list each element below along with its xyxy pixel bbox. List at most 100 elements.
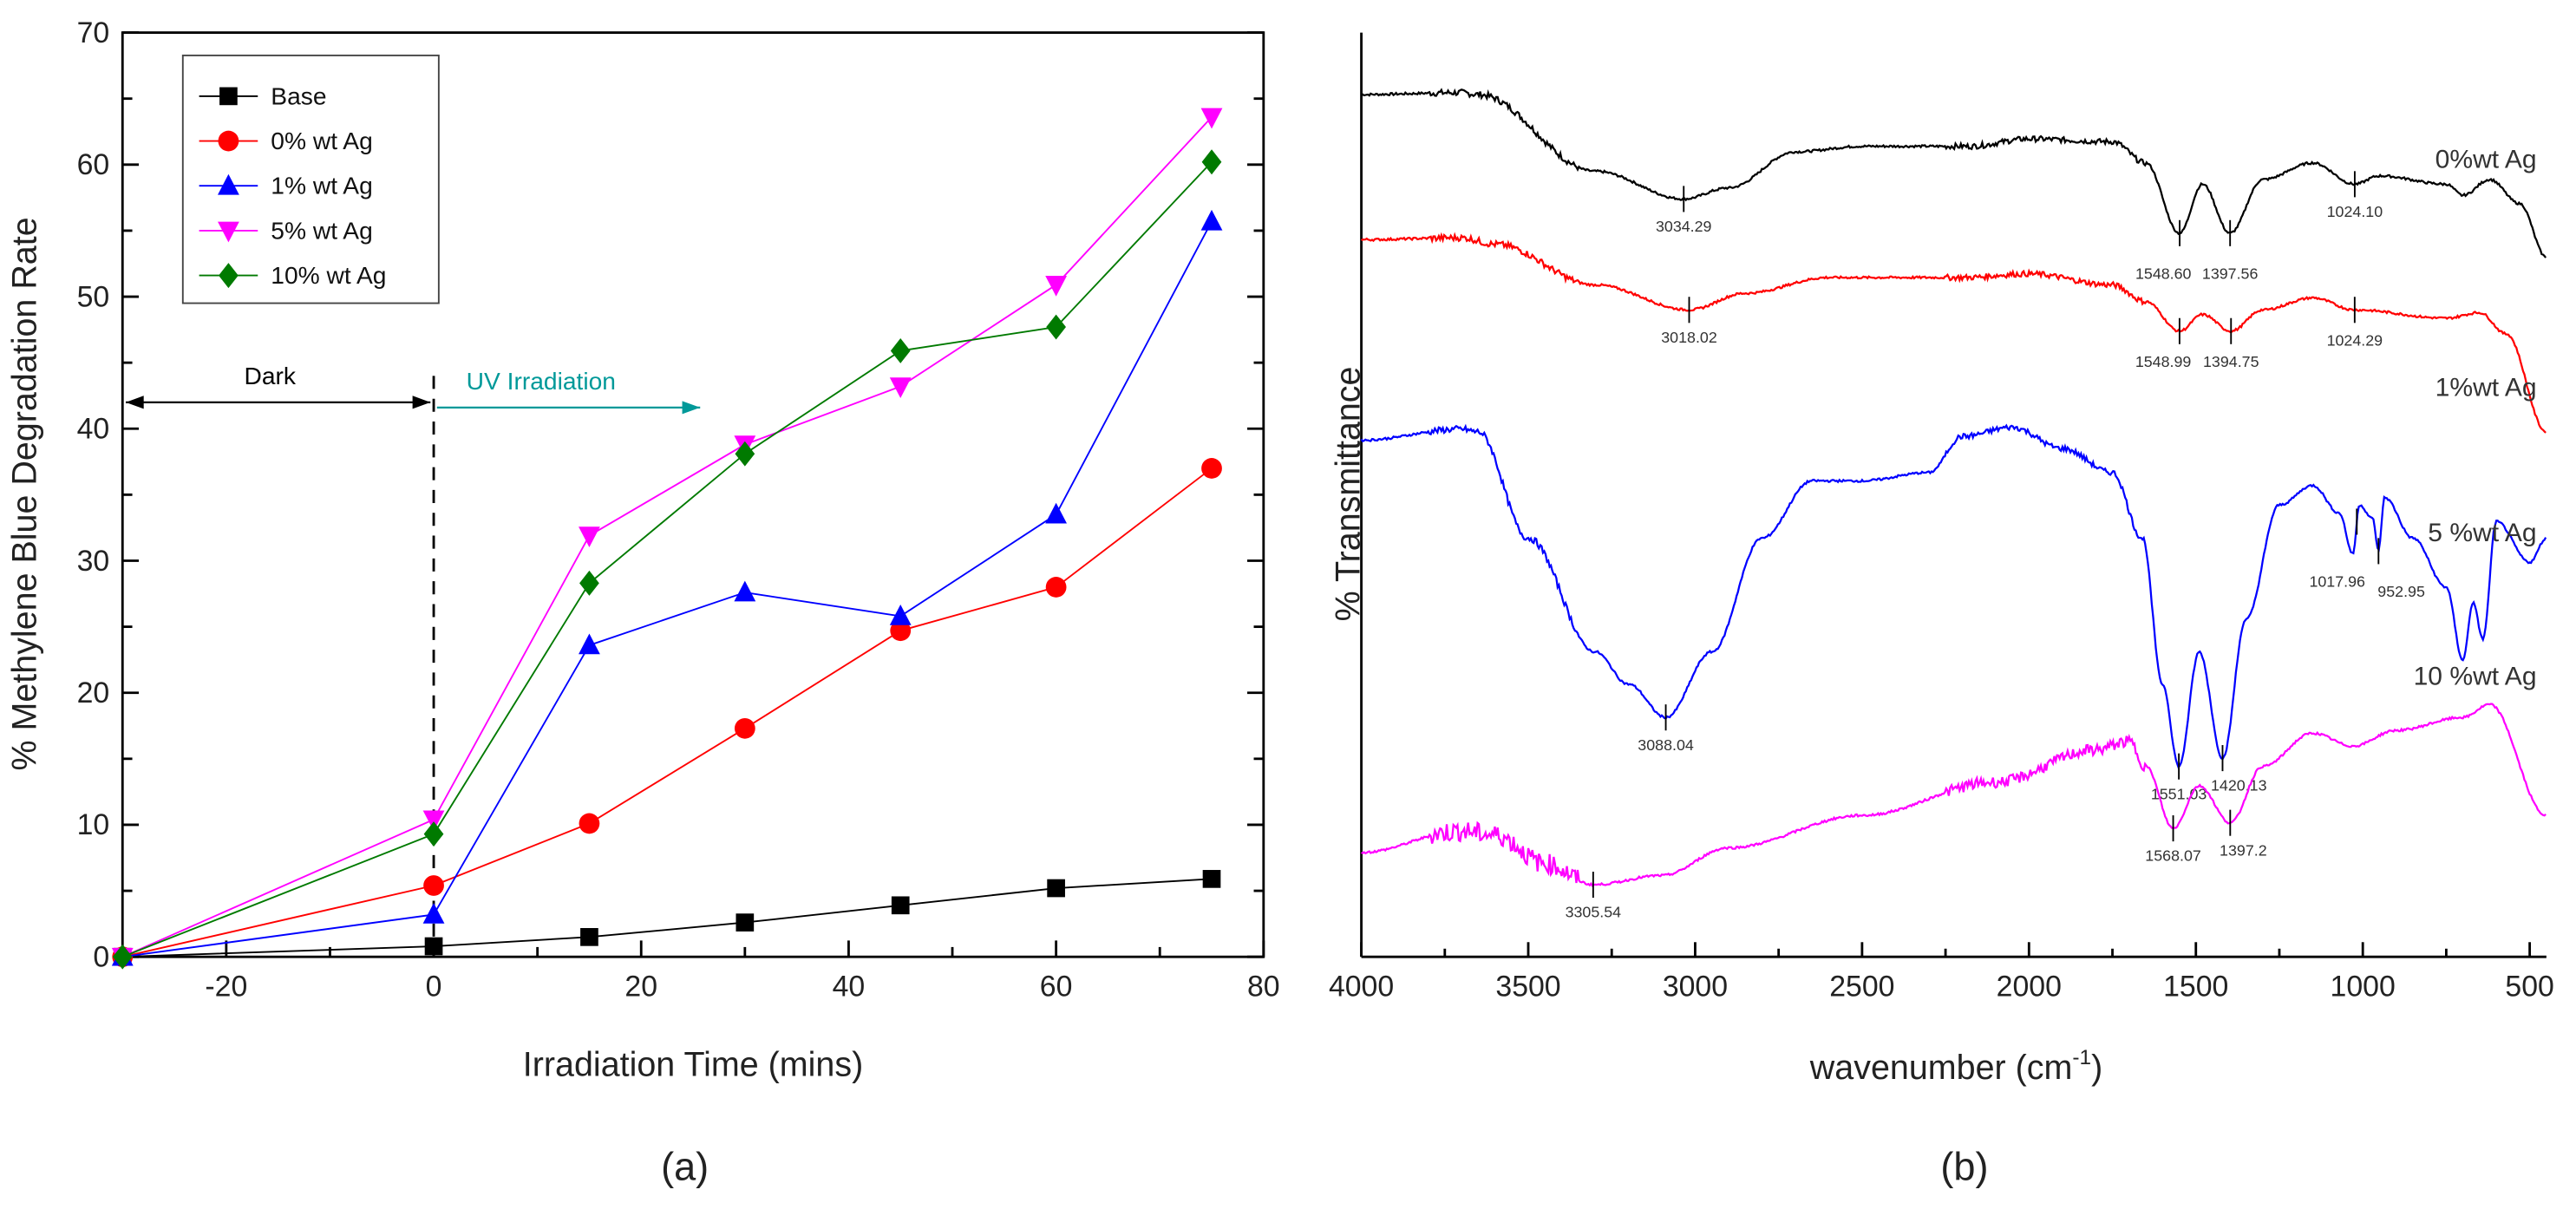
peak-label: 1551.03 (2151, 785, 2207, 802)
peak-label: 1024.10 (2327, 203, 2383, 220)
marker-triangle-down (1200, 108, 1223, 129)
marker-triangle-up (734, 580, 756, 602)
x-tick-label: -20 (205, 970, 247, 1003)
xlabel-close: ) (2091, 1049, 2102, 1087)
marker-triangle-down (1045, 276, 1068, 297)
peak-label: 3034.29 (1656, 218, 1712, 235)
y-tick-label: 40 (77, 413, 110, 446)
marker-triangle-up (579, 633, 600, 655)
marker-square (219, 87, 238, 106)
annotation-label: UV Irradiation (467, 367, 616, 395)
x-tick-label: 0 (426, 970, 442, 1003)
panel-b-x-axis-label: wavenumber (cm-1) (1809, 1046, 2102, 1087)
arrowhead-icon (682, 401, 701, 415)
xlabel-main: wavenumber (cm (1809, 1049, 2073, 1087)
peak-label: 1394.75 (2203, 353, 2259, 370)
arrowhead-icon (412, 396, 431, 409)
peak-label: 952.95 (2377, 583, 2425, 600)
legend-item: 10% wt Ag (199, 261, 386, 289)
marker-diamond (1046, 314, 1066, 340)
panel-a-y-axis-label: % Methylene Blue Degradation Rate (6, 217, 44, 770)
legend-label: 10% wt Ag (271, 261, 386, 289)
panel-a-label: (a) (661, 1145, 709, 1189)
marker-circle (423, 875, 444, 896)
y-tick-label: 70 (77, 16, 110, 49)
marker-circle (579, 813, 600, 834)
legend-label: 1% wt Ag (271, 172, 373, 199)
marker-triangle-down (422, 810, 445, 832)
annotation-label: Dark (244, 362, 296, 389)
marker-triangle-up (218, 173, 239, 195)
y-tick-label: 50 (77, 280, 110, 313)
panel-b-y-axis-label: % Transmittance (1330, 367, 1368, 622)
peak-label: 1568.07 (2145, 847, 2201, 865)
marker-diamond (1201, 149, 1222, 175)
legend-item: Base (199, 82, 327, 109)
peak-label: 1397.2 (2220, 841, 2267, 859)
legend-item: 1% wt Ag (199, 172, 373, 199)
spectrum-label: 5 %wt Ag (2428, 519, 2536, 547)
marker-square (580, 928, 598, 946)
x-tick-label: 60 (1040, 970, 1073, 1003)
panel-b-label: (b) (1940, 1145, 1988, 1189)
spectrum-line (1361, 703, 2547, 887)
x-tick-label: 1000 (2331, 970, 2396, 1003)
spectrum-label: 0%wt Ag (2435, 146, 2537, 174)
x-tick-label: 40 (833, 970, 866, 1003)
peak-label: 1017.96 (2309, 573, 2365, 591)
marker-diamond (890, 337, 911, 363)
peak-label: 3305.54 (1566, 904, 1622, 921)
legend-item: 5% wt Ag (199, 216, 373, 244)
marker-triangle-up (889, 604, 912, 625)
panel-b-ftir-spectra: 4000 3500 3000 2500 2000 1500 1000 500 3034.29 15… (1329, 32, 2554, 1003)
marker-triangle-down (579, 526, 600, 548)
marker-circle (1045, 577, 1067, 598)
y-tick-label: 60 (77, 148, 110, 181)
y-tick-label: 20 (77, 677, 110, 709)
marker-circle (218, 130, 239, 152)
x-tick-label: 3500 (1495, 970, 1560, 1003)
legend-label: 0% wt Ag (271, 127, 373, 154)
peak-label: 1548.99 (2135, 353, 2192, 370)
peak-label: 1420.13 (2211, 777, 2267, 794)
spectrum-line (1360, 232, 2547, 434)
arrowhead-icon (126, 396, 144, 409)
series-10-wt-ag (112, 149, 1222, 970)
marker-square (424, 937, 443, 956)
series-base (113, 870, 1221, 966)
peak-label: 1548.60 (2135, 265, 2192, 282)
spectrum-10-wt-ag: 3305.54 1568.07 1397.2 10 %wt Ag (1361, 662, 2547, 921)
legend-item: 0% wt Ag (199, 127, 373, 154)
panel-a-x-axis-label: Irradiation Time (mins) (523, 1045, 863, 1083)
marker-square (891, 896, 910, 915)
spectrum-0-wt-ag: 3034.29 1548.60 1397.56 1024.10 0%wt Ag (1361, 88, 2547, 282)
x-tick-label: 20 (624, 970, 657, 1003)
marker-square (1047, 879, 1065, 898)
legend-label: 5% wt Ag (271, 216, 373, 244)
marker-triangle-down (889, 377, 912, 398)
peak-label: 1024.29 (2327, 332, 2383, 350)
marker-diamond (735, 441, 755, 467)
spectrum-label: 1%wt Ag (2435, 374, 2537, 402)
marker-triangle-up (422, 903, 445, 924)
marker-circle (734, 717, 755, 739)
peak-label: 3088.04 (1638, 736, 1694, 754)
peak-label: 1397.56 (2202, 265, 2259, 282)
marker-diamond (423, 821, 444, 847)
peak-label: 3018.02 (1661, 329, 1717, 346)
x-tick-label: 500 (2505, 970, 2553, 1003)
marker-diamond (112, 944, 133, 970)
spectrum-line (1360, 423, 2547, 770)
spectrum-label: 10 %wt Ag (2414, 662, 2537, 690)
x-tick-label: 80 (1247, 970, 1280, 1003)
marker-square (1202, 870, 1221, 888)
marker-circle (1201, 458, 1222, 479)
x-tick-label: 2500 (1829, 970, 1894, 1003)
x-tick-label: 4000 (1329, 970, 1394, 1003)
xlabel-superscript: -1 (2072, 1046, 2091, 1069)
x-tick-label: 1500 (2163, 970, 2228, 1003)
marker-square (736, 913, 755, 932)
y-tick-label: 10 (77, 808, 110, 841)
spectrum-1-wt-ag: 3018.02 1548.99 1394.75 1024.29 1%wt Ag (1360, 232, 2547, 434)
